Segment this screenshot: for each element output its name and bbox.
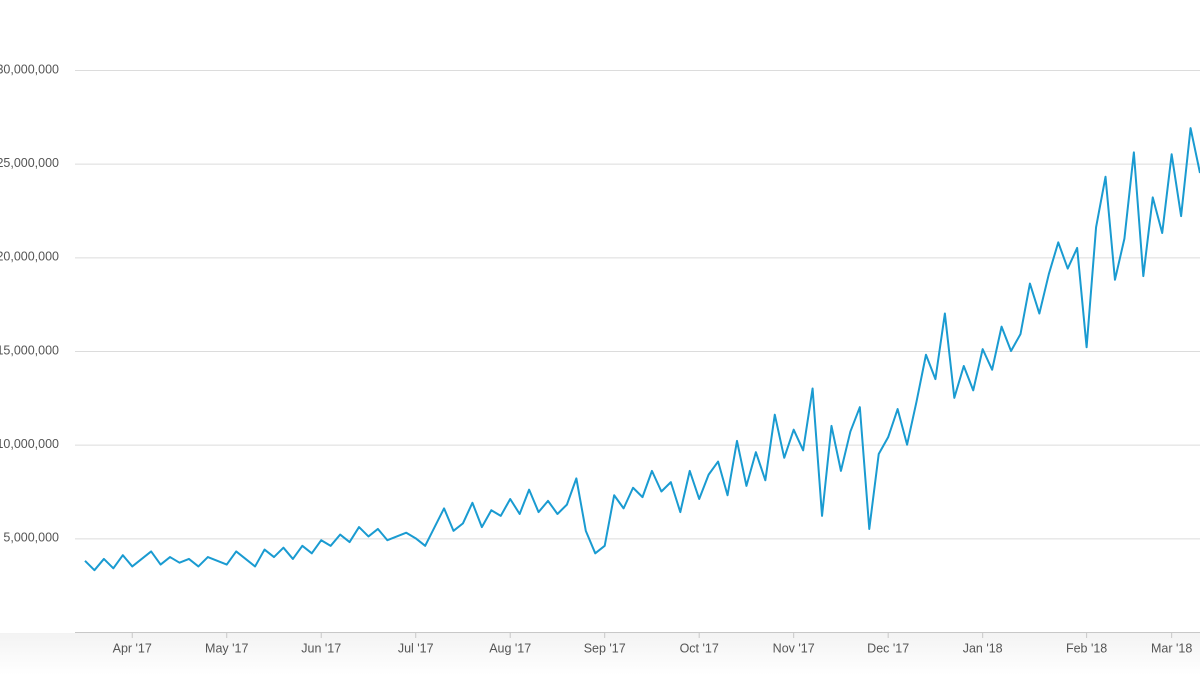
y-tick-label: 15,000,000 bbox=[0, 343, 59, 357]
x-tick-label: Jun '17 bbox=[301, 641, 341, 655]
x-tick-label: May '17 bbox=[205, 641, 248, 655]
x-tick-label: Oct '17 bbox=[680, 641, 719, 655]
y-tick-label: 5,000,000 bbox=[3, 531, 59, 545]
x-tick-label: Nov '17 bbox=[773, 641, 815, 655]
x-tick-label: Mar '18 bbox=[1151, 641, 1192, 655]
y-tick-label: 25,000,000 bbox=[0, 156, 59, 170]
y-tick-label: 20,000,000 bbox=[0, 250, 59, 264]
x-tick-label: Aug '17 bbox=[489, 641, 531, 655]
x-tick-label: Jan '18 bbox=[963, 641, 1003, 655]
x-tick-label: Dec '17 bbox=[867, 641, 909, 655]
x-tick-label: Sep '17 bbox=[584, 641, 626, 655]
y-tick-label: 10,000,000 bbox=[0, 437, 59, 451]
data-line bbox=[84, 127, 1200, 572]
x-tick-label: Feb '18 bbox=[1066, 641, 1107, 655]
axis-band bbox=[0, 633, 1200, 675]
x-tick-label: Apr '17 bbox=[113, 641, 152, 655]
y-tick-label: 30,000,000 bbox=[0, 62, 59, 76]
x-tick-label: Jul '17 bbox=[398, 641, 434, 655]
